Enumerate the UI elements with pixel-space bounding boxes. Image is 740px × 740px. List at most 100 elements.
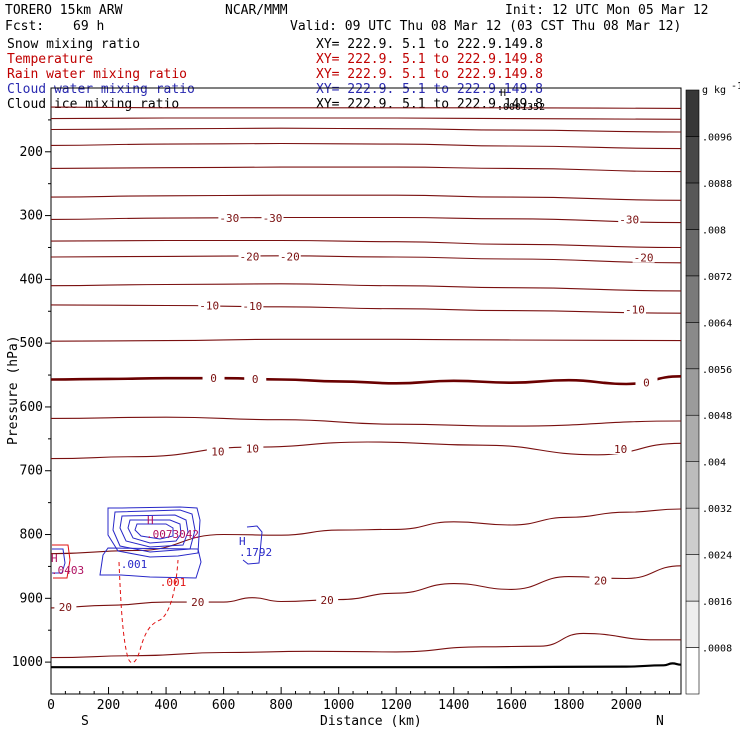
rain-max-high-marker: H [147, 514, 154, 527]
colorbar-bin [685, 229, 700, 277]
y-axis-label: Pressure (hPa) [6, 335, 21, 445]
x-end-label-north: N [656, 714, 664, 729]
contour-label: -30 [219, 212, 239, 225]
x-tick-label: 1400 [438, 698, 469, 713]
field-name-cloud-ice: Cloud ice mixing ratio [7, 97, 179, 112]
y-tick-label: 600 [20, 400, 43, 415]
contour-label-bg [618, 213, 641, 225]
colorbar-level: .0088 [702, 179, 732, 190]
colorbar-bin [685, 600, 700, 648]
contour-label: -10 [625, 303, 645, 316]
contour-label-bg [278, 250, 301, 262]
rain-contour-label: .001 [160, 576, 187, 589]
cloud-water-contour-3 [127, 519, 182, 544]
contour-label: 10 [614, 443, 627, 456]
isotherm--35 [50, 194, 682, 201]
contour-label: -10 [242, 300, 262, 313]
x-end-label-south: S [81, 714, 89, 729]
colorbar-level: .004 [702, 458, 726, 469]
x-tick-label: 0 [47, 698, 55, 713]
contour-label-bg [218, 212, 241, 224]
contour-label-bg [261, 212, 284, 224]
contour-label: -20 [280, 250, 300, 263]
colorbar: .0008 .0016 .0024 .0032 .004 .0048 .0056 .0064.… [685, 81, 740, 695]
isotherm-0 [50, 375, 682, 386]
contour-label: 0 [210, 372, 217, 385]
contour-label: 20 [321, 594, 334, 607]
colorbar-bin [685, 414, 700, 462]
x-tick-label: 1600 [496, 698, 527, 713]
rain-max-value: .0073042 [146, 528, 199, 541]
isotherm--30 [50, 216, 682, 224]
contour-label: -20 [240, 250, 260, 263]
contour-label-bg [589, 574, 612, 586]
contour-label-bg [244, 372, 267, 384]
valid-time: Valid: 09 UTC Thu 08 Mar 12 (03 CST Thu … [290, 19, 681, 34]
isotherm-25 [50, 632, 681, 659]
rain-left-edge [52, 544, 71, 579]
colorbar-level: .0064 [702, 318, 732, 329]
isotherm--50 [50, 127, 682, 133]
colorbar-bin [685, 89, 700, 137]
contour-label-bg [238, 250, 261, 262]
contour-label: 10 [211, 446, 224, 459]
ground-line [50, 662, 682, 669]
model-title: TORERO 15km ARW [5, 3, 123, 18]
contour-label-bg [623, 303, 646, 315]
y-tick-label: 800 [20, 528, 43, 543]
cloud-water-contour-2 [119, 514, 189, 548]
contour-label: -30 [619, 213, 639, 226]
x-tick-label: 1000 [323, 698, 354, 713]
x-tick-label: 400 [154, 698, 177, 713]
field-xy-snow: XY= 222.9. 5.1 to 222.9.149.8 [316, 37, 543, 52]
cloud-water-contour-label: .001 [121, 558, 148, 571]
field-name-snow: Snow mixing ratio [7, 37, 140, 52]
y-tick-label: 200 [20, 145, 43, 160]
field-legend: Snow mixing ratio XY= 222.9. 5.1 to 222.… [7, 37, 543, 112]
colorbar-level: .0016 [702, 597, 732, 608]
colorbar-bin [685, 136, 700, 184]
colorbar-level: .0072 [702, 272, 732, 283]
x-axis-label: Distance (km) [320, 714, 422, 729]
colorbar-bin [685, 275, 700, 323]
contour-label: 20 [59, 601, 72, 614]
isotherm--25 [50, 239, 682, 249]
init-time: Init: 12 UTC Mon 05 Mar 12 [505, 3, 709, 18]
field-name-cloud-water: Cloud water mixing ratio [7, 82, 195, 97]
colorbar-level: .008 [702, 225, 726, 236]
x-tick-label: 200 [97, 698, 120, 713]
y-tick-label: 700 [20, 464, 43, 479]
temperature-contours: -30 -30 -30 -20 -20 -20 -10 -10 -10 0 0 0 10 10 10 20 20… [50, 106, 682, 659]
contour-label-bg [241, 300, 264, 312]
y-tick-label: 400 [20, 272, 43, 287]
contour-label-bg [206, 445, 229, 457]
colorbar-bin [685, 182, 700, 230]
contour-label: 20 [594, 574, 607, 587]
isotherm--10 [50, 304, 682, 314]
colorbar-bin [685, 368, 700, 416]
colorbar-bin [685, 507, 700, 555]
x-tick-label: 2000 [611, 698, 642, 713]
isotherm-10 [50, 441, 682, 460]
isotherm--5 [50, 338, 682, 342]
ground-surface [50, 662, 682, 669]
cloud-water-left-edge [52, 548, 66, 574]
colorbar-units-exponent: -1 [731, 81, 740, 92]
contour-label-bg [186, 596, 209, 608]
contour-label: -30 [263, 212, 283, 225]
y-tick-label: 1000 [12, 655, 43, 670]
contour-label-bg [632, 251, 655, 263]
contour-label-bg [54, 601, 77, 613]
cloud-water-contour-4 [134, 523, 174, 540]
left-edge-value: .0403 [51, 564, 84, 577]
colorbar-bin [685, 647, 700, 695]
y-tick-label: 900 [20, 591, 43, 606]
colorbar-level: .0024 [702, 551, 732, 562]
contour-label-bg [316, 594, 339, 606]
contour-label: 20 [191, 596, 204, 609]
contour-label: -10 [199, 300, 219, 313]
cloud-water-contour-0 [107, 506, 201, 558]
isotherm--45 [50, 142, 682, 150]
